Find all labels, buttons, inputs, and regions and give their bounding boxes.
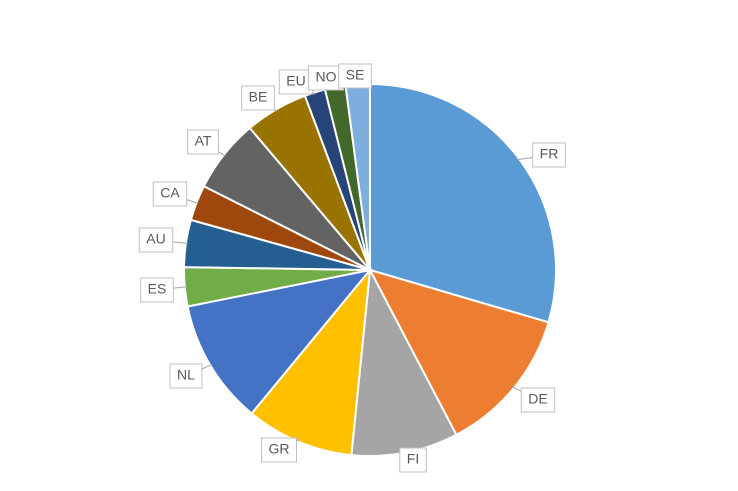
data-label: DE: [520, 387, 556, 413]
label-box: [140, 277, 174, 303]
label-text: BE: [249, 89, 268, 105]
label-text: AU: [146, 231, 165, 247]
label-text: FR: [540, 146, 559, 162]
data-label: CA: [152, 181, 188, 207]
label-text: SE: [346, 67, 365, 83]
label-text: ES: [148, 281, 167, 297]
data-label: FR: [532, 142, 566, 168]
data-label: NL: [169, 363, 203, 389]
data-label: AT: [187, 129, 219, 155]
pie-slice: [369, 82, 557, 324]
pie-slice: [250, 266, 372, 457]
data-label: BE: [241, 85, 275, 111]
label-box: [399, 447, 427, 473]
data-label: GR: [261, 437, 297, 463]
label-text: FI: [407, 451, 419, 467]
data-label: EU: [278, 69, 314, 95]
label-box: [532, 142, 566, 168]
label-text: DE: [528, 391, 547, 407]
label-text: EU: [286, 73, 305, 89]
label-text: CA: [160, 185, 180, 201]
label-text: AT: [195, 133, 212, 149]
label-box: [169, 363, 203, 389]
data-label: SE: [338, 63, 372, 89]
data-label: AU: [138, 227, 174, 253]
label-box: [138, 227, 174, 253]
label-text: NO: [316, 69, 337, 85]
label-box: [152, 181, 188, 207]
label-text: NL: [177, 367, 195, 383]
label-box: [278, 69, 314, 95]
label-box: [520, 387, 556, 413]
label-box: [187, 129, 219, 155]
label-text: GR: [269, 441, 290, 457]
data-label: ES: [140, 277, 174, 303]
label-box: [338, 63, 372, 89]
label-box: [241, 85, 275, 111]
data-label: FI: [399, 447, 427, 473]
label-box: [261, 437, 297, 463]
